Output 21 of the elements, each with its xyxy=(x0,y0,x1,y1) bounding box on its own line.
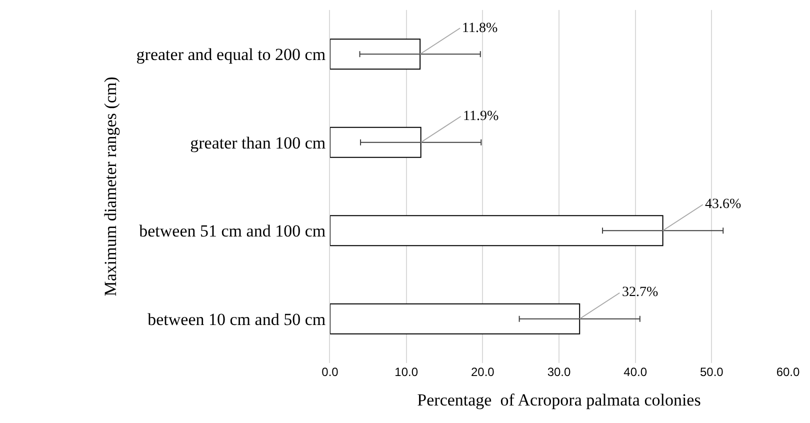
data-label: 11.8% xyxy=(462,21,498,36)
bar xyxy=(330,38,421,70)
x-axis-title: Percentage of Acropora palmata colonies xyxy=(417,390,701,410)
bar xyxy=(330,215,664,246)
x-tick-label: 60.0 xyxy=(776,365,800,379)
x-tick-label: 20.0 xyxy=(470,365,495,379)
y-tick-label: greater than 100 cm xyxy=(190,133,326,152)
bar xyxy=(330,303,580,334)
x-tick-label: 30.0 xyxy=(547,365,571,379)
y-axis-title: Maximum diameter ranges (cm) xyxy=(100,76,120,296)
y-tick-label: greater and equal to 200 cm xyxy=(136,45,326,64)
x-tick-label: 40.0 xyxy=(624,365,648,379)
x-tick-label: 50.0 xyxy=(700,365,724,379)
data-label: 11.9% xyxy=(463,109,499,124)
y-tick-label: between 51 cm and 100 cm xyxy=(139,222,326,241)
x-tick-label: 10.0 xyxy=(394,365,418,379)
y-tick-label: between 10 cm and 50 cm xyxy=(148,310,326,329)
bar xyxy=(330,126,422,158)
data-label: 43.6% xyxy=(705,197,742,212)
x-tick-label: 0.0 xyxy=(322,365,339,379)
data-label: 32.7% xyxy=(622,285,658,300)
